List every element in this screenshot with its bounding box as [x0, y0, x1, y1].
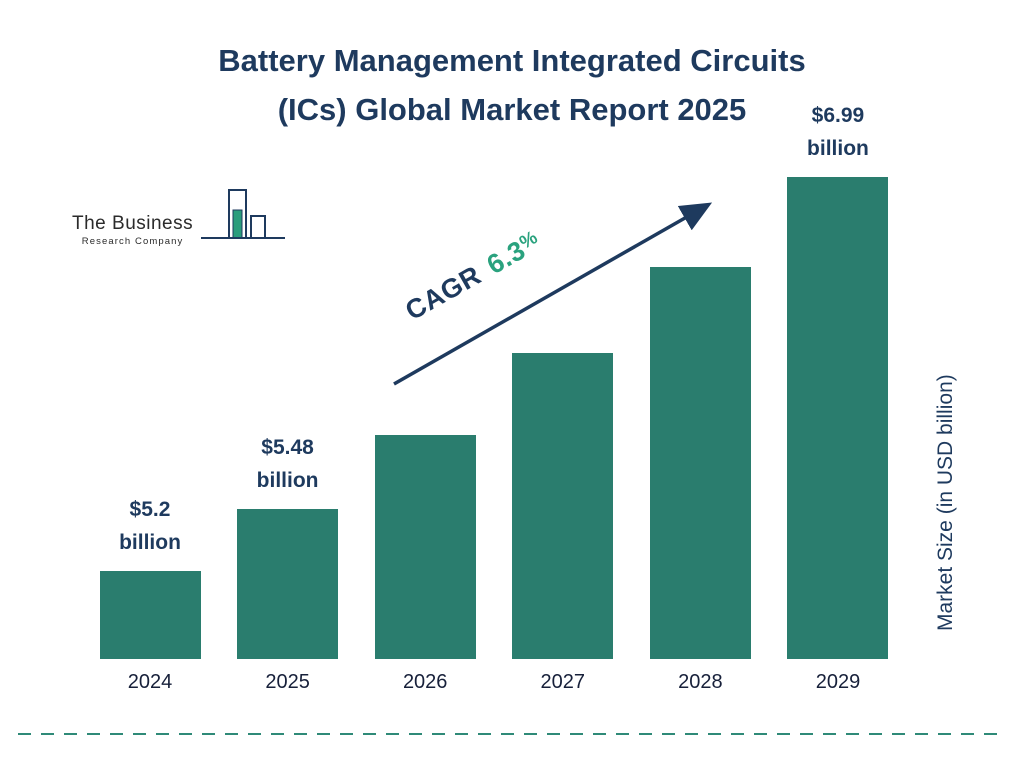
company-logo: The Business Research Company	[72, 188, 287, 255]
x-axis-label-2026: 2026	[402, 671, 448, 693]
bottom-dashed-divider	[18, 733, 1006, 735]
x-axis-label-2025: 2025	[265, 671, 310, 693]
bar-2028	[649, 267, 751, 659]
bar-group-2024: $5.2 billion 2024	[82, 493, 218, 694]
bar-group-2026: 2026	[357, 435, 493, 694]
page-title: Battery Management Integrated Circuits (…	[0, 36, 1024, 134]
x-axis-label-2024: 2024	[127, 671, 173, 693]
bar-group-2025: $5.48 billion 2025	[220, 431, 356, 694]
company-logo-subtitle: Research Company	[81, 236, 184, 247]
bar-chart-logo-icon	[199, 188, 287, 255]
bar-2029	[787, 177, 889, 659]
bar-2027	[512, 353, 614, 659]
x-axis-label-2028: 2028	[678, 671, 723, 693]
company-logo-name: The Business	[72, 213, 194, 234]
company-logo-text: The Business Research Company	[72, 213, 193, 255]
page-title-line1: Battery Management Integrated Circuits	[218, 43, 806, 78]
bar-2026	[374, 435, 476, 659]
bar-group-2027: 2027	[495, 353, 631, 694]
bar-value-label-2025: $5.48 billion	[256, 436, 319, 492]
bar-2024	[99, 571, 201, 659]
bar-value-label-2029: $6.99 billion	[807, 104, 869, 160]
x-axis-label-2029: 2029	[815, 671, 861, 693]
y-axis-label: Market Size (in USD billion)	[934, 374, 957, 632]
bar-value-label-2024: $5.2 billion	[119, 498, 181, 554]
bar-group-2029: $6.99 billion 2029	[770, 99, 906, 694]
x-axis-label-2027: 2027	[540, 671, 586, 693]
bar-group-2028: 2028	[632, 267, 768, 694]
bar-2025	[237, 509, 339, 659]
bar-chart: $5.2 billion 2024 $5.48 billion 2025 2026 2027 2…	[82, 99, 906, 694]
page-title-line2: (ICs) Global Market Report 2025	[277, 92, 747, 127]
